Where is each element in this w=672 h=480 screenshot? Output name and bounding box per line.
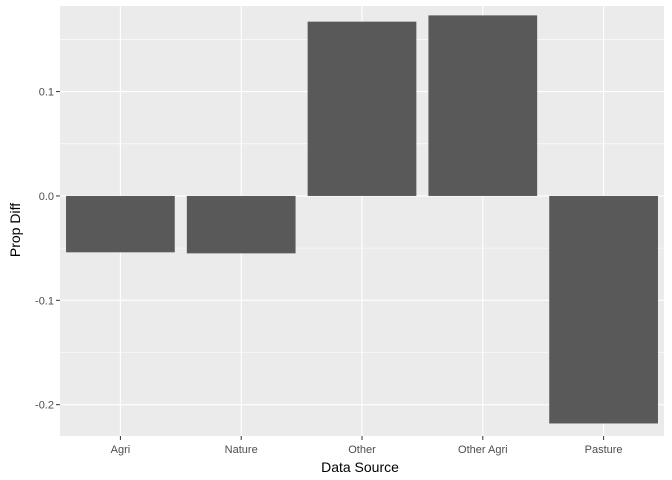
y-tick-label: 0.1	[39, 87, 54, 99]
bar-nature	[186, 195, 296, 254]
bar-agri	[66, 195, 175, 253]
x-tick-label: Other Agri	[458, 444, 508, 456]
y-tick-label: -0.1	[35, 295, 54, 307]
y-tick-label: 0.0	[39, 191, 54, 203]
bars	[66, 15, 658, 424]
x-tick-label: Nature	[225, 444, 258, 456]
y-axis-ticks: 0.1 0.0 -0.1 -0.2	[35, 87, 60, 412]
y-axis-title: Prop Diff	[7, 203, 23, 257]
x-tick-label: Other	[348, 444, 376, 456]
x-tick-label: Agri	[111, 444, 131, 456]
x-tick-label: Pasture	[585, 444, 623, 456]
y-tick-label: -0.2	[35, 400, 54, 412]
x-axis-ticks: Agri Nature Other Other Agri Pasture	[111, 436, 623, 456]
bar-other-agri	[428, 15, 538, 196]
x-axis-title: Data Source	[321, 459, 399, 475]
bar-pasture	[549, 195, 658, 424]
bar-other	[307, 21, 417, 196]
